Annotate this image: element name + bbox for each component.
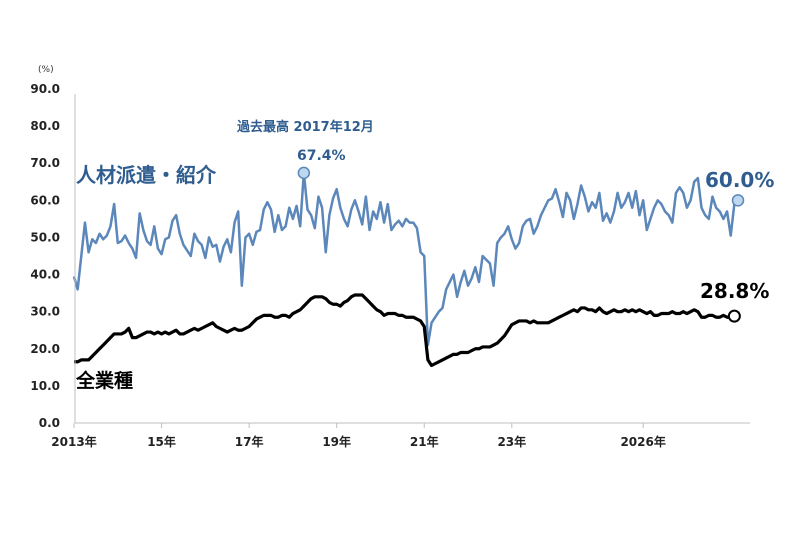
y-axis-unit: (%) <box>38 65 54 75</box>
end-label-staffing: 60.0% <box>705 168 774 192</box>
y-tick-label: 80.0 <box>30 119 60 133</box>
end-label-all-industries: 28.8% <box>700 279 769 303</box>
series-line-0 <box>72 171 739 347</box>
y-tick-label: 60.0 <box>30 193 60 207</box>
x-tick-label: 23年 <box>497 434 526 449</box>
annotation-record-value: 67.4% <box>297 148 346 164</box>
annotation-record-title: 過去最高 2017年12月 <box>236 119 374 135</box>
end-marker-all-industries <box>727 309 741 323</box>
y-tick-label: 20.0 <box>30 342 60 356</box>
x-tick-label: 17年 <box>235 434 264 449</box>
x-tick-label: 2013年 <box>51 434 96 449</box>
y-tick-label: 10.0 <box>30 379 60 393</box>
y-tick-label: 40.0 <box>30 268 60 282</box>
y-tick-label: 0.0 <box>39 416 60 430</box>
series-label-all-industries: 全業種 <box>75 369 133 392</box>
y-tick-label: 90.0 <box>30 82 60 96</box>
x-tick-label: 15年 <box>147 434 176 449</box>
x-tick-label: 2026年 <box>620 434 665 449</box>
marker-layer <box>297 166 745 323</box>
y-axis-ticks: 0.0 10.0 20.0 30.0 40.0 50.0 60.0 70.0 80.0 90.0 <box>30 82 60 430</box>
series-layer <box>72 171 739 368</box>
y-tick-label: 50.0 <box>30 230 60 244</box>
x-tick-label: 19年 <box>322 434 351 449</box>
series-label-staffing: 人材派遣・紹介 <box>76 163 217 187</box>
end-marker-staffing <box>731 194 745 207</box>
y-tick-label: 70.0 <box>30 156 60 170</box>
y-tick-label: 30.0 <box>30 305 60 319</box>
series-line-1 <box>74 293 735 368</box>
x-tick-label: 21年 <box>410 434 439 449</box>
peak-marker <box>297 166 311 180</box>
x-axis-ticks: 2013年 15年 17年 19年 21年 23年 2026年 <box>51 423 666 449</box>
